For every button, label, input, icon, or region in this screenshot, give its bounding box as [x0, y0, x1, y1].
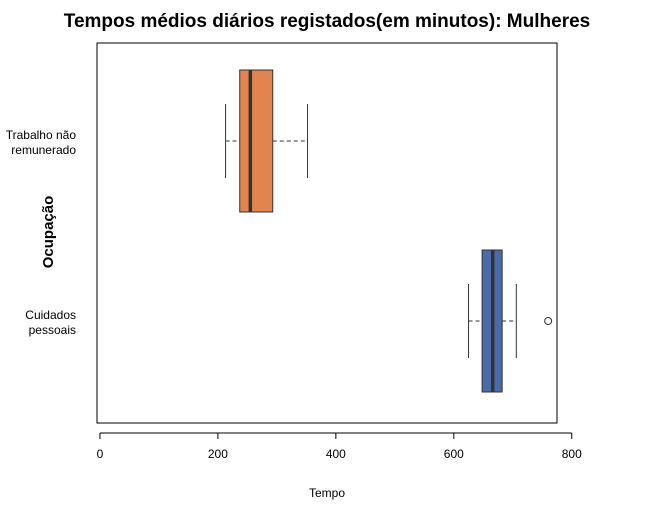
- category-label-line: Cuidados: [25, 308, 76, 322]
- x-tick-label: 200: [208, 447, 228, 461]
- box-1: [225, 69, 309, 213]
- x-tick-label: 400: [326, 447, 346, 461]
- category-label: Trabalho não remunerado: [6, 128, 77, 157]
- category-labels: Trabalho não remunerado Cuidados pessoais: [6, 128, 77, 337]
- category-label-line: pessoais: [29, 323, 76, 337]
- plot-frame: [96, 42, 558, 424]
- box-iqr: [239, 69, 274, 213]
- chart-title: Tempos médios diários registados(em minu…: [64, 11, 590, 32]
- x-axis: 0 200 400 600 800: [97, 432, 582, 461]
- category-label-line: Trabalho não: [6, 128, 77, 142]
- x-axis-label: Tempo: [309, 486, 345, 500]
- y-axis-label: Ocupação: [40, 196, 57, 269]
- x-tick-label: 800: [562, 447, 582, 461]
- x-tick-label: 600: [444, 447, 464, 461]
- boxes: [225, 69, 553, 393]
- x-tick-label: 0: [97, 447, 104, 461]
- box-2: [468, 249, 553, 393]
- outlier-point: [544, 317, 553, 325]
- category-label: Cuidados pessoais: [25, 308, 76, 337]
- category-label-line: remunerado: [11, 143, 76, 157]
